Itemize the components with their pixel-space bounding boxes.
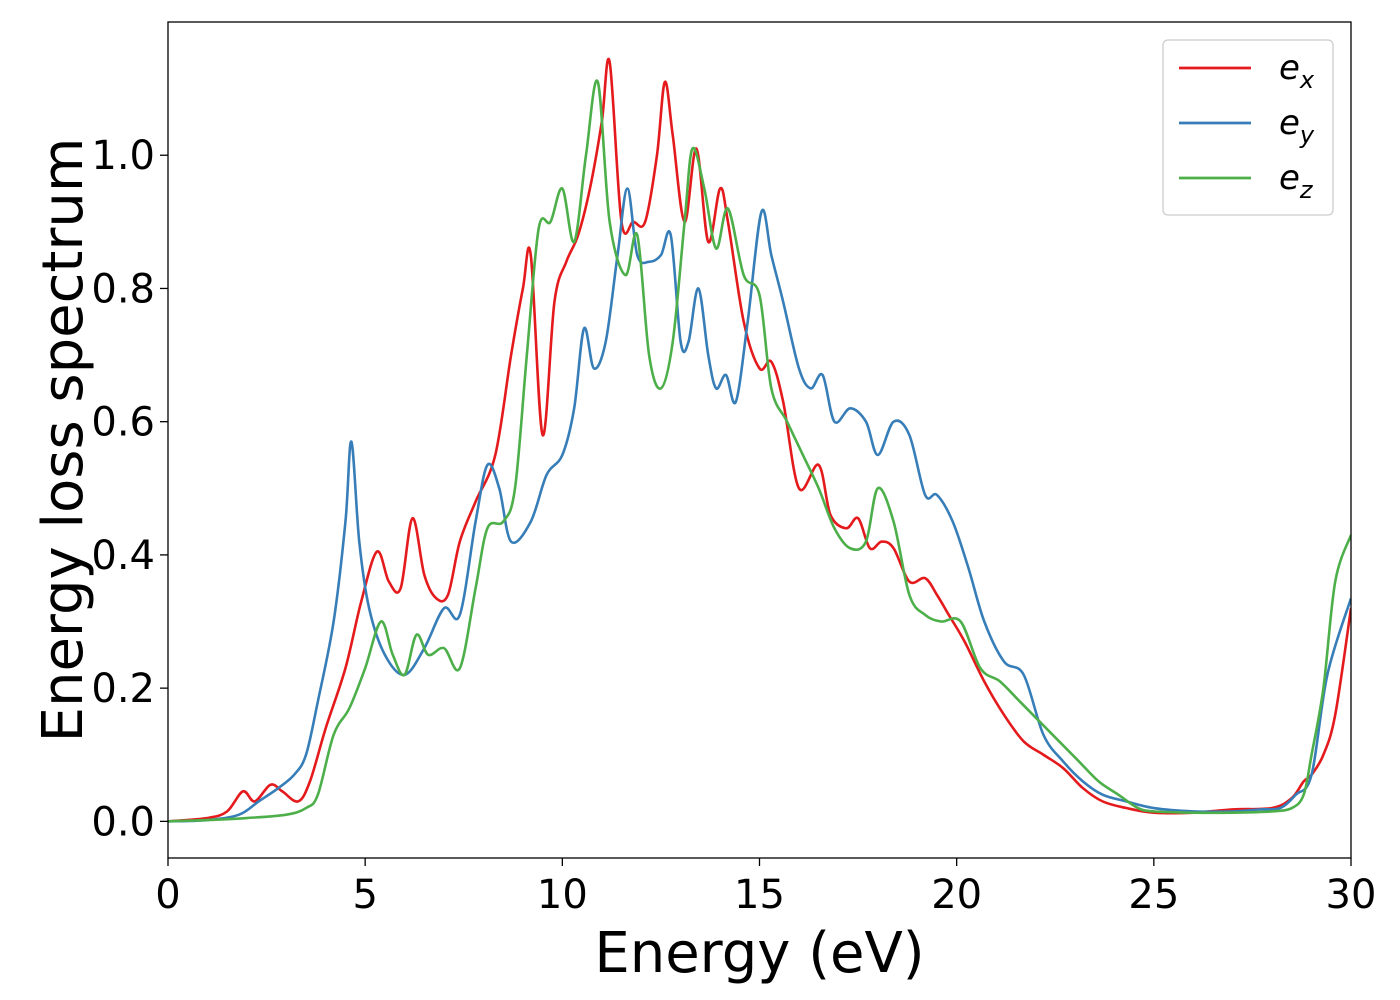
- legend-label-subscript: y: [1299, 121, 1315, 149]
- x-tick-label: 15: [734, 872, 785, 918]
- x-tick-label: 5: [352, 872, 377, 918]
- x-tick-label: 20: [931, 872, 982, 918]
- legend-label-base: e: [1279, 103, 1300, 143]
- x-tick-label: 0: [155, 872, 180, 918]
- legend-label-base: e: [1279, 158, 1300, 198]
- legend-box: [1162, 39, 1334, 216]
- y-axis-label: Energy loss spectrum: [31, 138, 96, 743]
- legend-label: ex: [1279, 48, 1315, 94]
- y-tick-label: 0.2: [91, 666, 155, 712]
- series-line-e-y: [168, 187, 1351, 823]
- series-line-e-z: [168, 79, 1351, 823]
- x-axis-label: Energy (eV): [594, 921, 924, 986]
- x-tick-label: 10: [537, 872, 588, 918]
- legend-label: ey: [1279, 103, 1315, 149]
- legend-label: ez: [1279, 158, 1314, 204]
- y-tick-label: 0.4: [91, 533, 155, 579]
- y-tick-label: 0.6: [91, 400, 155, 446]
- series-layer: [168, 57, 1351, 823]
- y-tick-label: 0.0: [91, 799, 155, 845]
- legend-label-base: e: [1279, 48, 1300, 88]
- x-axis-ticks: 0 5 10 15 20 25 30: [155, 858, 1376, 918]
- y-tick-label: 0.8: [91, 266, 155, 312]
- y-tick-label: 1.0: [91, 133, 155, 179]
- x-tick-label: 25: [1128, 872, 1179, 918]
- series-line-e-x: [168, 57, 1351, 823]
- legend-label-subscript: z: [1299, 176, 1314, 204]
- y-axis-ticks: 0.0 0.2 0.4 0.6 0.8 1.0: [91, 133, 168, 845]
- legend-label-subscript: x: [1299, 66, 1315, 94]
- x-tick-label: 30: [1326, 872, 1377, 918]
